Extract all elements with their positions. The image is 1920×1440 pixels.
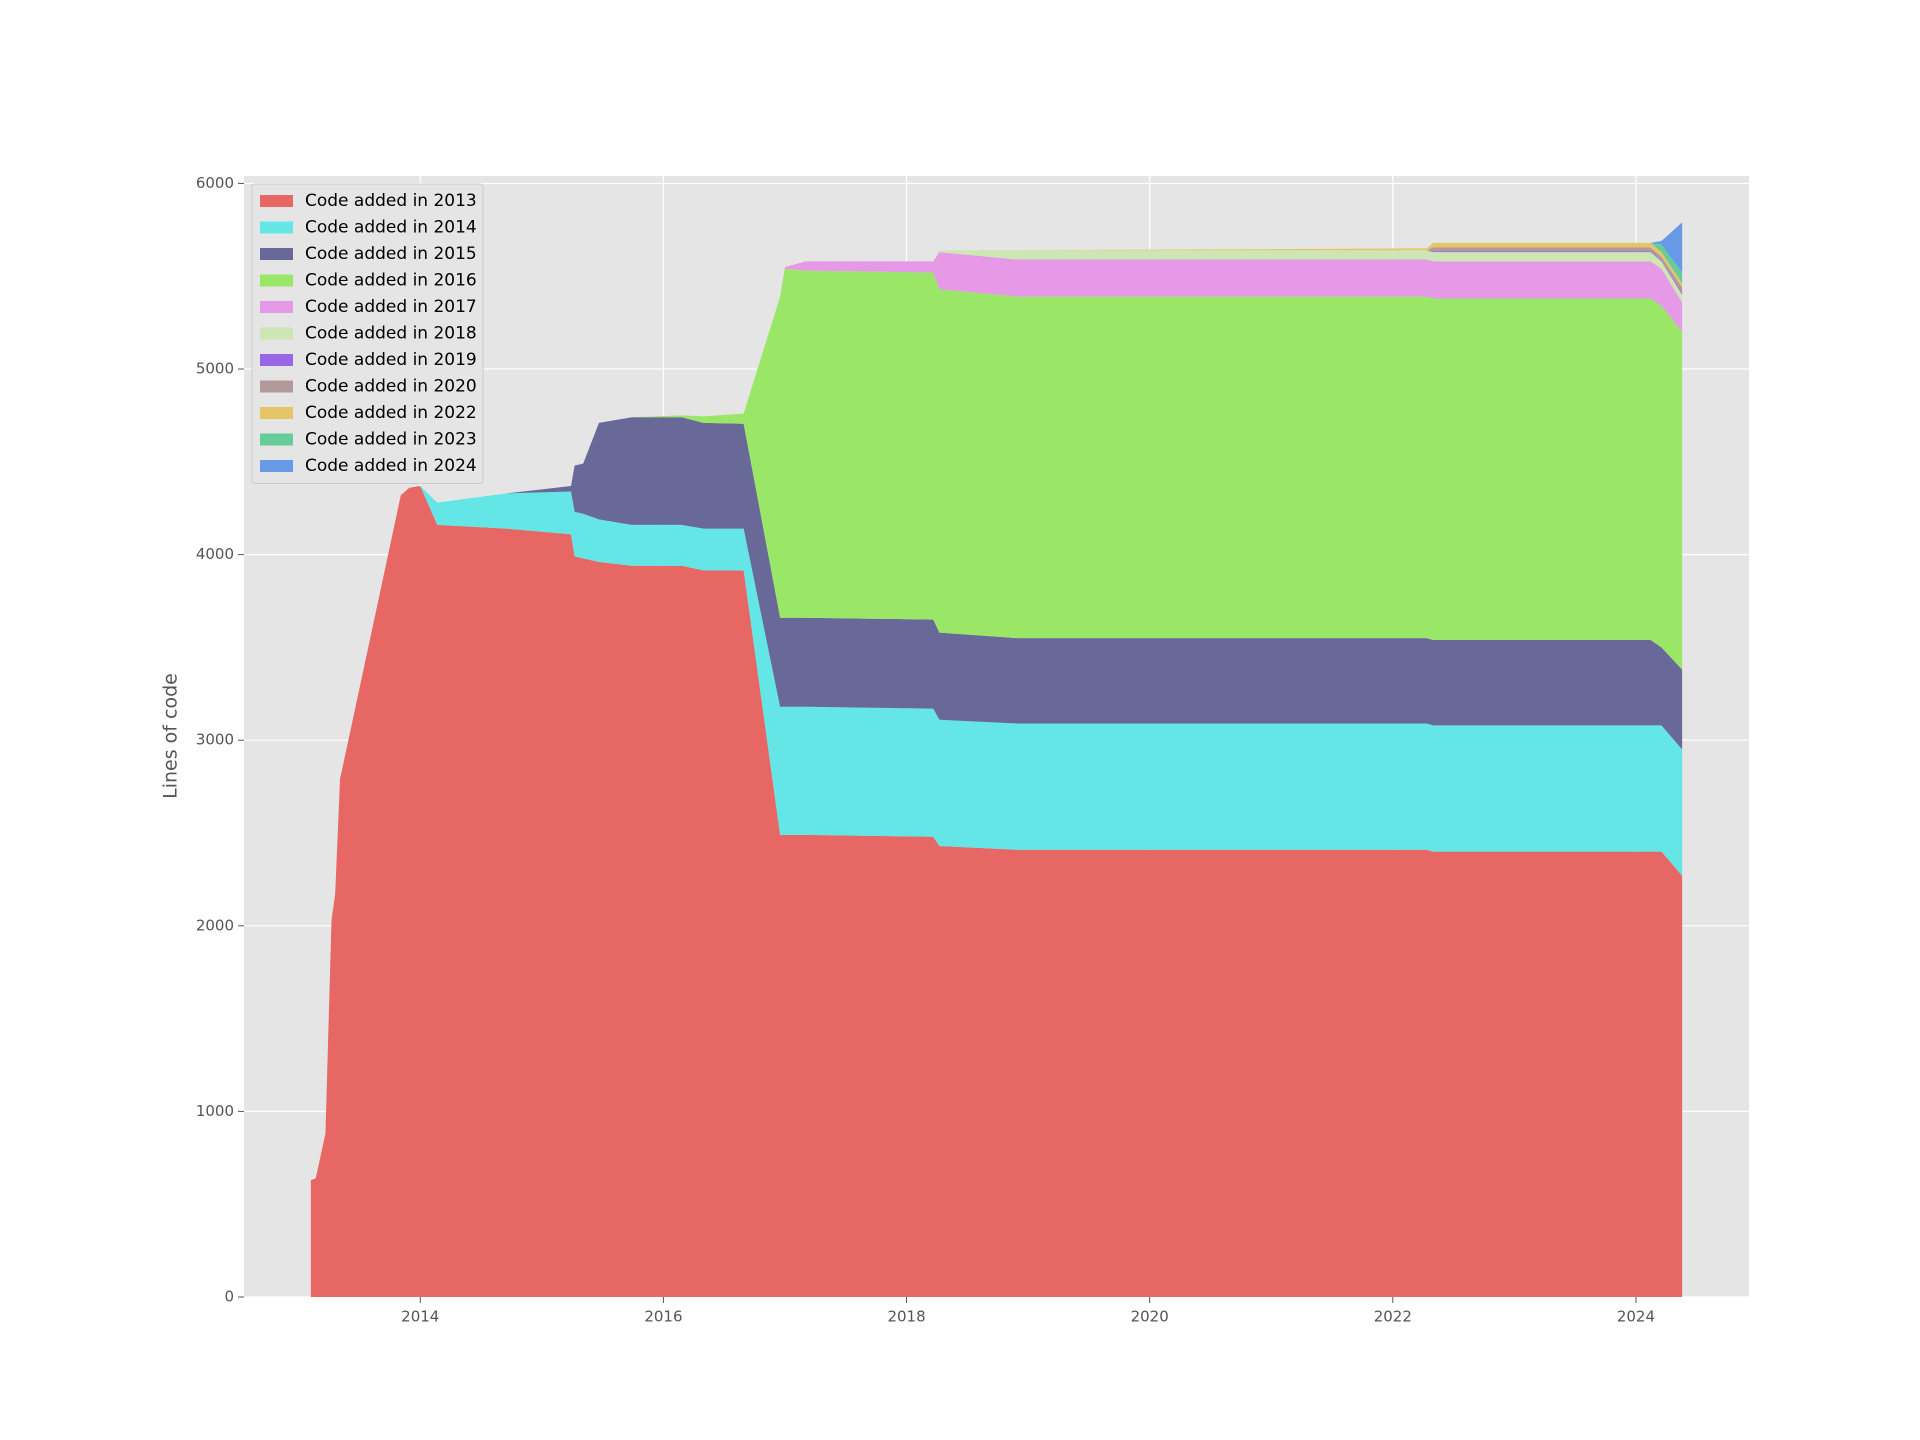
x-tick-label: 2024 (1617, 1308, 1655, 1326)
area (310, 485, 1683, 1297)
y-axis-label: Lines of code (160, 673, 182, 799)
y-tick-label: 4000 (196, 545, 234, 563)
legend-label: Code added in 2013 (305, 191, 477, 211)
y-tick-label: 1000 (196, 1102, 234, 1120)
legend-swatch (260, 274, 293, 287)
legend-label: Code added in 2016 (305, 271, 477, 291)
legend-label: Code added in 2015 (305, 244, 477, 264)
legend-swatch (260, 301, 293, 313)
y-tick-label: 3000 (196, 731, 234, 749)
y-tick-label: 2000 (196, 916, 234, 934)
y-tick-label: 5000 (196, 360, 234, 378)
legend-swatch (260, 380, 293, 393)
legend-swatch (260, 221, 293, 234)
legend-label: Code added in 2019 (305, 350, 477, 370)
area (310, 268, 1683, 1181)
area (310, 485, 1683, 1181)
x-tick-label: 2014 (401, 1308, 439, 1326)
x-tick-label: 2020 (1131, 1308, 1169, 1326)
legend-label: Code added in 2024 (305, 456, 477, 476)
legend-swatch (260, 354, 293, 366)
legend-swatch (260, 407, 293, 419)
legend-swatch (260, 195, 293, 207)
legend-label: Code added in 2017 (305, 297, 477, 317)
legend-label: Code added in 2022 (305, 403, 477, 423)
legend-swatch (260, 460, 293, 472)
x-tick-label: 2016 (644, 1308, 682, 1326)
legend-swatch (260, 327, 293, 340)
legend-label: Code added in 2014 (305, 218, 477, 238)
legend-swatch (260, 248, 293, 260)
legend-label: Code added in 2020 (305, 377, 477, 397)
legend-swatch (260, 433, 293, 446)
legend-label: Code added in 2023 (305, 430, 477, 450)
y-tick-label: 6000 (196, 174, 234, 192)
x-tick-label: 2018 (887, 1308, 925, 1326)
y-tick-label: 0 (224, 1288, 234, 1306)
legend-box (251, 183, 484, 484)
x-tick-label: 2022 (1374, 1308, 1412, 1326)
legend-label: Code added in 2018 (305, 324, 477, 344)
